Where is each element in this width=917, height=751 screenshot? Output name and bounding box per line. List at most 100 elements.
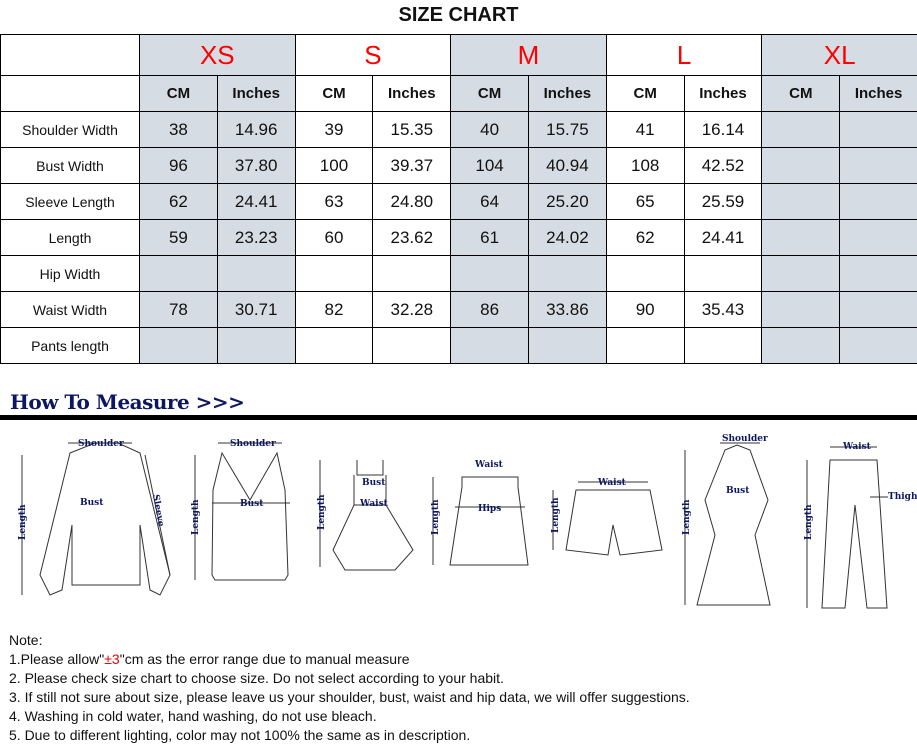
- measurement-value: 25.20: [527, 183, 607, 220]
- table-row: Waist Width 78 30.71 82 32.28 86 33.86 90 35.43: [0, 291, 917, 328]
- skirt-diagram: Waist Hips Length: [431, 460, 529, 566]
- measurement-value: [372, 255, 452, 292]
- size-header: L: [605, 34, 763, 76]
- measurement-diagrams: Shoulder Bust Length Sleeve Shoulder Bus…: [18, 434, 917, 609]
- size-chart-table: XS S M L XL CM Inches CM Inches CM Inches CM Inches C…: [0, 34, 917, 364]
- measurement-value: 15.35: [372, 111, 452, 148]
- measurement-value: 37.80: [216, 147, 296, 184]
- measurement-value: 86: [450, 291, 529, 328]
- coat-diagram: Shoulder Bust Length: [682, 434, 771, 606]
- table-row: Sleeve Length 62 24.41 63 24.80 64 25.20 65 25.5…: [0, 183, 917, 220]
- measurement-value: [839, 255, 917, 292]
- size-header: XS: [139, 34, 296, 76]
- measurement-value: [450, 327, 529, 364]
- note-5: 5. Due to different lighting, color may …: [9, 727, 471, 743]
- measurement-value: [683, 327, 763, 364]
- tolerance-value: ±3: [104, 651, 120, 667]
- measurement-value: [839, 291, 917, 328]
- measurement-value: 62: [139, 183, 218, 220]
- measurement-value: 40.94: [527, 147, 607, 184]
- length-label: Length: [804, 504, 814, 540]
- how-to-measure-heading: How To Measure >>>: [10, 390, 245, 414]
- measurement-value: 32.28: [372, 291, 452, 328]
- length-label: Length: [431, 499, 441, 535]
- thigh-label: Thigh: [888, 492, 917, 502]
- measurement-value: [683, 255, 763, 292]
- measurement-value: 62: [605, 219, 685, 256]
- measurement-value: [761, 327, 841, 364]
- measurement-value: 59: [139, 219, 218, 256]
- measurement-label: Waist Width: [0, 291, 140, 328]
- measurement-value: 38: [139, 111, 218, 148]
- blouse-diagram: Shoulder Bust Length Sleeve: [18, 439, 171, 596]
- measurement-value: 63: [294, 183, 374, 220]
- length-label: Length: [682, 499, 692, 535]
- measurement-value: 60: [294, 219, 374, 256]
- note-3: 3. If still not sure about size, please …: [9, 689, 690, 705]
- measurement-label: Pants length: [0, 327, 140, 364]
- measurement-value: [605, 327, 685, 364]
- unit-header: CM: [139, 75, 218, 112]
- measurement-label: Sleeve Length: [0, 183, 140, 220]
- measurement-value: [605, 255, 685, 292]
- waist-label: Waist: [842, 442, 872, 452]
- measurement-value: [216, 327, 296, 364]
- tank-top-diagram: Shoulder Bust Length: [191, 439, 290, 581]
- measurement-value: 35.43: [683, 291, 763, 328]
- size-header: S: [294, 34, 452, 76]
- measurement-value: 96: [139, 147, 218, 184]
- measurement-value: 24.80: [372, 183, 452, 220]
- measurement-value: [294, 327, 374, 364]
- measurement-value: 33.86: [527, 291, 607, 328]
- shoulder-label: Shoulder: [722, 434, 768, 444]
- measurement-value: 24.41: [683, 219, 763, 256]
- measurement-value: [839, 111, 917, 148]
- unit-header: CM: [294, 75, 374, 112]
- measurement-value: [761, 291, 841, 328]
- dress-diagram: Bust Waist Length: [317, 460, 414, 571]
- page-title: SIZE CHART: [398, 4, 519, 26]
- unit-header: Inches: [839, 75, 917, 112]
- measurement-value: [839, 147, 917, 184]
- measurement-value: 24.41: [216, 183, 296, 220]
- measurement-value: 23.62: [372, 219, 452, 256]
- unit-header-row: CM Inches CM Inches CM Inches CM Inches CM Inches: [0, 75, 917, 112]
- waist-label: Waist: [474, 460, 504, 470]
- notes: Note: 1.Please allow"±3"cm as the error …: [9, 631, 690, 745]
- unit-header: Inches: [216, 75, 296, 112]
- measurement-value: [761, 219, 841, 256]
- measurement-label: Shoulder Width: [0, 111, 140, 148]
- bust-label: Bust: [80, 498, 104, 508]
- measurement-value: 15.75: [527, 111, 607, 148]
- measurement-value: 61: [450, 219, 529, 256]
- table-row: Shoulder Width 38 14.96 39 15.35 40 15.75 41 16.…: [0, 111, 917, 148]
- table-row: Pants length: [0, 327, 917, 364]
- unit-header: CM: [761, 75, 841, 112]
- measurement-value: [294, 255, 374, 292]
- measurement-value: 24.02: [527, 219, 607, 256]
- measurement-value: [527, 255, 607, 292]
- measurement-value: [139, 255, 218, 292]
- note-1: 1.Please allow"±3"cm as the error range …: [9, 650, 690, 669]
- size-header: XL: [761, 34, 917, 76]
- shorts-diagram: Waist Length: [551, 478, 663, 556]
- measurement-value: [839, 327, 917, 364]
- measurement-value: 42.52: [683, 147, 763, 184]
- hips-label: Hips: [478, 504, 501, 514]
- unit-header: CM: [605, 75, 685, 112]
- measurement-value: 104: [450, 147, 529, 184]
- corner-cell: [0, 75, 140, 112]
- measurement-value: [839, 183, 917, 220]
- divider: [0, 415, 917, 420]
- length-label: Length: [551, 497, 561, 533]
- measurement-value: 64: [450, 183, 529, 220]
- corner-cell: [0, 34, 140, 76]
- measurement-value: 39: [294, 111, 374, 148]
- table-row: Bust Width 96 37.80 100 39.37 104 40.94 108 42.5…: [0, 147, 917, 184]
- measurement-value: [139, 327, 218, 364]
- measurement-value: [761, 147, 841, 184]
- unit-header: CM: [450, 75, 529, 112]
- note-4: 4. Washing in cold water, hand washing, …: [9, 708, 377, 724]
- measurement-value: 108: [605, 147, 685, 184]
- bust-label: Bust: [726, 486, 750, 496]
